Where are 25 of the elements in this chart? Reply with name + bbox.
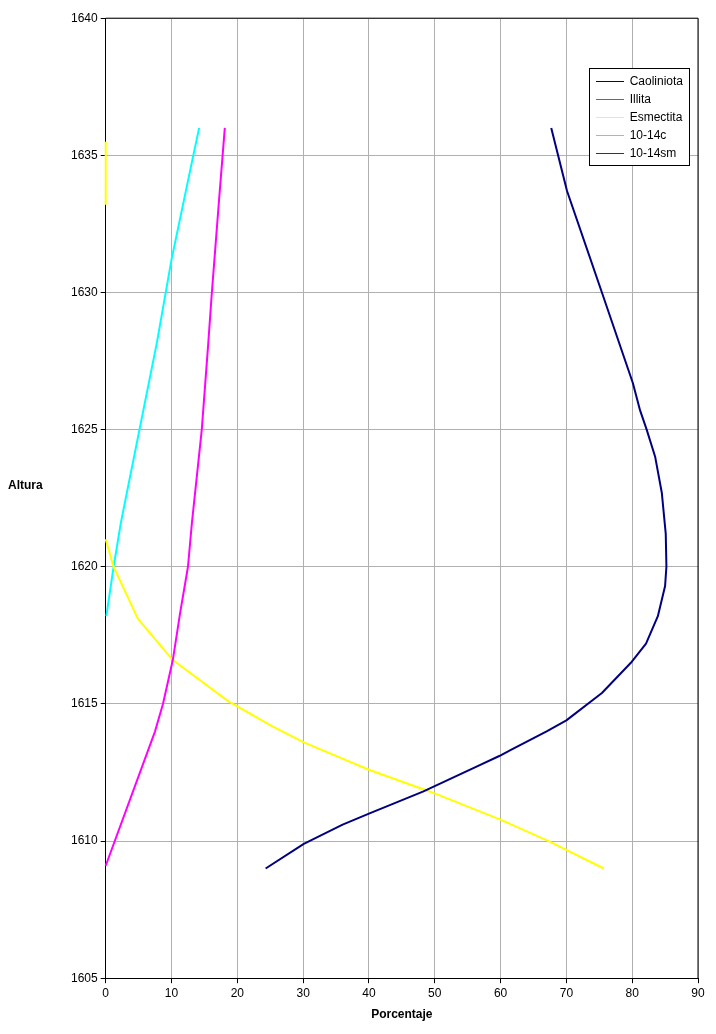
y-tick-label: 1610 (70, 833, 99, 848)
y-tick-label: 1630 (70, 284, 99, 299)
y-tick-label: 1620 (70, 559, 99, 574)
legend-label: Esmectita (629, 110, 683, 124)
legend-label: 10-14sm (629, 146, 677, 160)
legend-label: Illita (629, 92, 651, 106)
y-tick-label: 1615 (70, 696, 99, 711)
legend-label: Caoliniota (629, 74, 683, 88)
x-tick-label: 20 (230, 985, 245, 1000)
y-tick-label: 1635 (70, 147, 99, 162)
y-axis-title: Altura (8, 478, 43, 492)
y-tick-label: 1625 (70, 421, 99, 436)
x-tick-label: 40 (362, 985, 376, 1000)
x-tick-label: 50 (428, 985, 442, 1000)
x-tick-label: 0 (102, 985, 110, 1000)
y-tick-label: 1605 (70, 970, 99, 985)
legend-label: 10-14c (629, 128, 667, 142)
x-tick-label: 90 (691, 985, 705, 1000)
x-tick-label: 30 (296, 985, 311, 1000)
y-tick-label: 1640 (70, 10, 99, 25)
x-axis-title: Porcentaje (371, 1007, 433, 1022)
x-tick-label: 70 (559, 985, 574, 1000)
x-tick-label: 60 (493, 985, 508, 1000)
x-tick-label: 10 (164, 985, 179, 1000)
x-tick-label: 80 (625, 985, 640, 1000)
